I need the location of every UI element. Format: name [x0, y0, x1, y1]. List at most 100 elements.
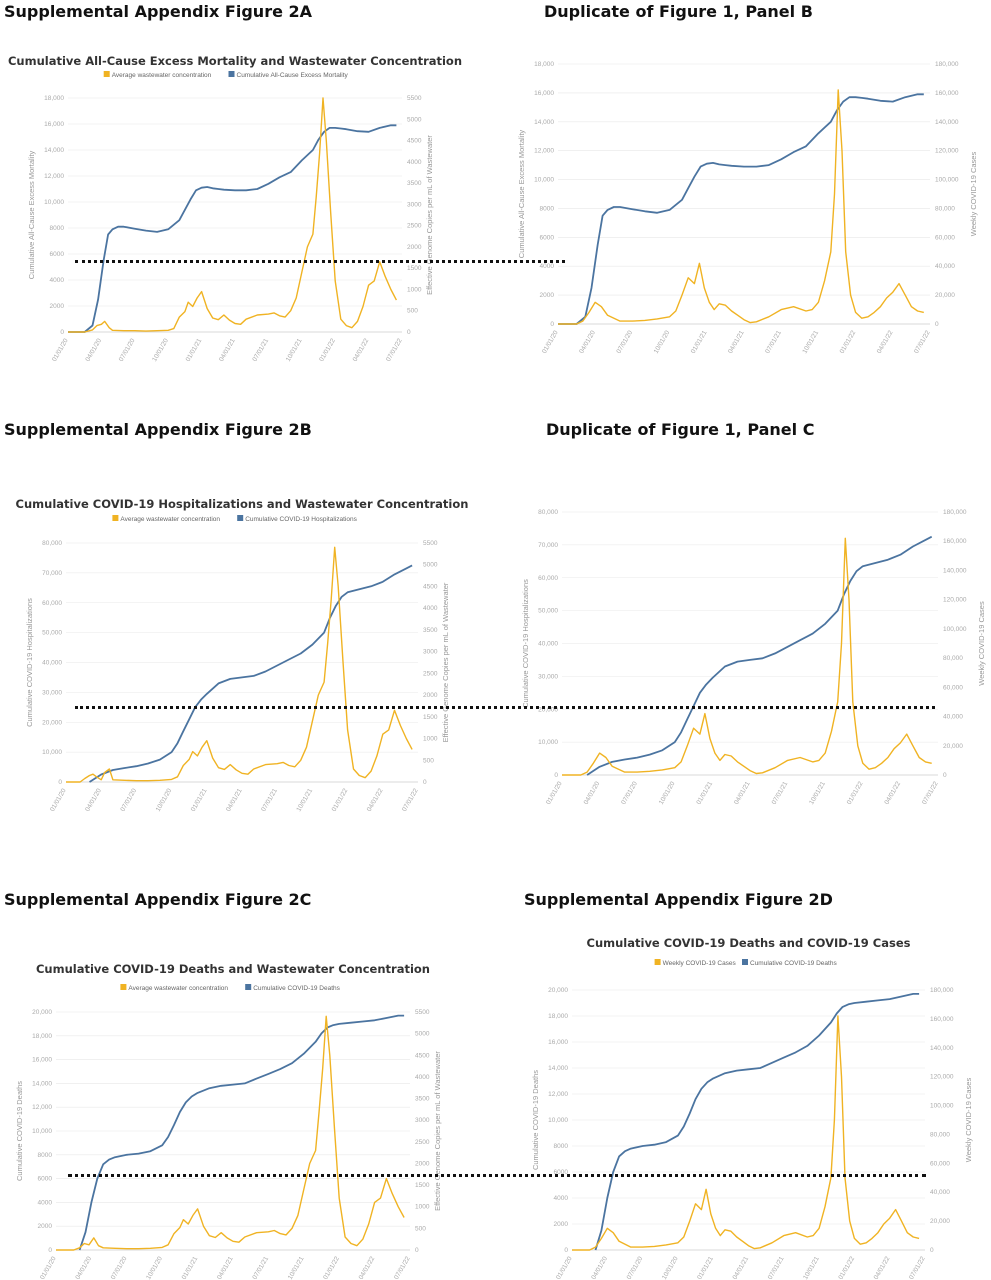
y-right-axis-title: Weekly COVID-19 Cases [977, 601, 986, 686]
y-right-tick-label: 160,000 [935, 90, 959, 97]
y-left-tick-label: 60,000 [538, 575, 558, 582]
y-right-tick-label: 1500 [407, 265, 422, 272]
series-line-weekly-or-wastewater [66, 546, 413, 783]
y-right-tick-label: 160,000 [943, 538, 967, 545]
y-right-tick-label: 3500 [423, 627, 438, 634]
y-left-tick-label: 4000 [50, 277, 65, 284]
y-right-tick-label: 140,000 [935, 119, 959, 126]
x-tick-label: 04/01/22 [366, 787, 385, 813]
y-left-tick-label: 6000 [554, 1169, 569, 1176]
y-left-axis-title: Cumulative COVID-19 Hospitalizations [521, 579, 530, 708]
x-tick-label: 07/01/22 [913, 329, 932, 355]
y-right-tick-label: 60,000 [935, 234, 955, 241]
series-line-cumulative [594, 993, 920, 1251]
legend-swatch [654, 959, 661, 965]
y-right-tick-label: 500 [407, 308, 418, 315]
y-left-tick-label: 10,000 [548, 1117, 568, 1124]
x-tick-label: 04/01/21 [732, 1255, 751, 1280]
x-tick-label: 01/01/20 [555, 1255, 574, 1280]
x-tick-label: 07/01/22 [908, 1255, 927, 1280]
chart-legend: Average wastewater concentration Cumulati… [103, 71, 349, 79]
dotted-reference-line-middle [75, 706, 935, 709]
y-right-axis-title: Effective Genome Copies per mL of Wastew… [441, 582, 450, 742]
legend-swatch [742, 959, 748, 965]
chart-0-group: 0 2000 4000 6000 8000 10,000 12,000 14,000 16,00… [8, 54, 462, 363]
y-left-tick-label: 14,000 [44, 147, 64, 154]
x-tick-label: 10/01/20 [653, 329, 672, 355]
dotted-reference-line-bottom [68, 1174, 926, 1177]
x-tick-label: 10/01/21 [287, 1255, 306, 1280]
y-right-tick-label: 100,000 [935, 177, 959, 184]
y-left-tick-label: 18,000 [32, 1033, 52, 1040]
heading-fig-2d: Supplemental Appendix Figure 2D [524, 890, 833, 909]
y-right-tick-label: 2500 [423, 670, 438, 677]
y-right-tick-label: 140,000 [943, 567, 967, 574]
x-tick-label: 01/01/21 [181, 1255, 200, 1280]
x-tick-label: 01/01/20 [49, 787, 68, 813]
legend-swatch [120, 984, 127, 990]
y-right-tick-label: 80,000 [935, 205, 955, 212]
x-tick-label: 01/01/22 [322, 1255, 341, 1280]
y-left-tick-label: 18,000 [44, 95, 64, 102]
y-right-tick-label: 3000 [415, 1117, 430, 1124]
y-right-tick-label: 20,000 [943, 743, 963, 750]
y-right-tick-label: 180,000 [930, 987, 954, 994]
y-right-tick-label: 100,000 [943, 626, 967, 633]
y-left-axis-title: Cumulative All-Cause Excess Mortality [27, 151, 36, 280]
y-right-tick-label: 5000 [415, 1031, 430, 1038]
y-right-tick-label: 3500 [407, 180, 422, 187]
heading-dup-fig-1b: Duplicate of Figure 1, Panel B [544, 2, 813, 21]
legend-swatch [112, 515, 119, 521]
x-tick-label: 10/01/20 [658, 780, 677, 806]
y-left-tick-label: 60,000 [42, 600, 62, 607]
x-tick-label: 10/01/20 [155, 787, 174, 813]
y-left-tick-label: 20,000 [548, 987, 568, 994]
chart-title: Cumulative COVID-19 Deaths and Wastewate… [36, 962, 430, 976]
y-right-tick-label: 0 [943, 772, 947, 779]
x-tick-label: 01/01/21 [690, 329, 709, 355]
y-left-tick-label: 6000 [50, 251, 65, 258]
y-left-tick-label: 4000 [540, 263, 555, 270]
x-tick-label: 04/01/22 [883, 780, 902, 806]
y-left-tick-label: 80,000 [42, 540, 62, 547]
legend-label: Cumulative COVID-19 Deaths [253, 985, 340, 992]
legend-label: Cumulative COVID-19 Deaths [750, 960, 837, 967]
x-tick-label: 04/01/20 [578, 329, 597, 355]
y-right-tick-label: 4000 [423, 605, 438, 612]
y-right-tick-label: 5500 [407, 95, 422, 102]
y-left-tick-label: 50,000 [42, 630, 62, 637]
y-left-tick-label: 12,000 [548, 1091, 568, 1098]
heading-fig-2b: Supplemental Appendix Figure 2B [4, 420, 312, 439]
x-tick-label: 07/01/21 [771, 780, 790, 806]
y-right-tick-label: 1500 [415, 1182, 430, 1189]
y-right-tick-label: 0 [930, 1247, 934, 1254]
y-right-tick-label: 2500 [407, 223, 422, 230]
heading-fig-2c: Supplemental Appendix Figure 2C [4, 890, 312, 909]
series-line-weekly-or-wastewater [572, 1015, 920, 1251]
y-left-tick-label: 0 [58, 779, 62, 786]
legend-swatch [228, 71, 235, 77]
x-tick-label: 01/01/21 [185, 337, 204, 363]
chart-legend: Average wastewater concentration Cumulati… [112, 515, 358, 523]
y-right-tick-label: 100,000 [930, 1103, 954, 1110]
series-line-weekly-or-wastewater [68, 97, 398, 333]
series-line-cumulative [68, 124, 397, 333]
y-left-tick-label: 10,000 [534, 177, 554, 184]
y-left-tick-label: 0 [550, 321, 554, 328]
y-right-axis-title: Weekly COVID-19 Cases [964, 1078, 973, 1163]
y-left-tick-label: 16,000 [534, 90, 554, 97]
y-left-tick-label: 30,000 [42, 689, 62, 696]
x-tick-label: 07/01/20 [110, 1255, 129, 1280]
x-tick-label: 04/01/20 [583, 780, 602, 806]
y-left-tick-label: 8000 [38, 1152, 53, 1159]
y-right-tick-label: 4000 [415, 1074, 430, 1081]
y-right-tick-label: 1000 [423, 736, 438, 743]
y-left-tick-label: 80,000 [538, 509, 558, 516]
x-tick-label: 01/01/20 [541, 329, 560, 355]
y-right-tick-label: 2000 [415, 1160, 430, 1167]
y-right-tick-label: 3500 [415, 1096, 430, 1103]
chart-3-group: 0 10,000 20,000 30,000 40,000 50,000 60,000 70,… [521, 509, 986, 806]
y-right-tick-label: 0 [935, 321, 939, 328]
x-tick-label: 01/01/22 [837, 1255, 856, 1280]
x-tick-label: 07/01/20 [118, 337, 137, 363]
